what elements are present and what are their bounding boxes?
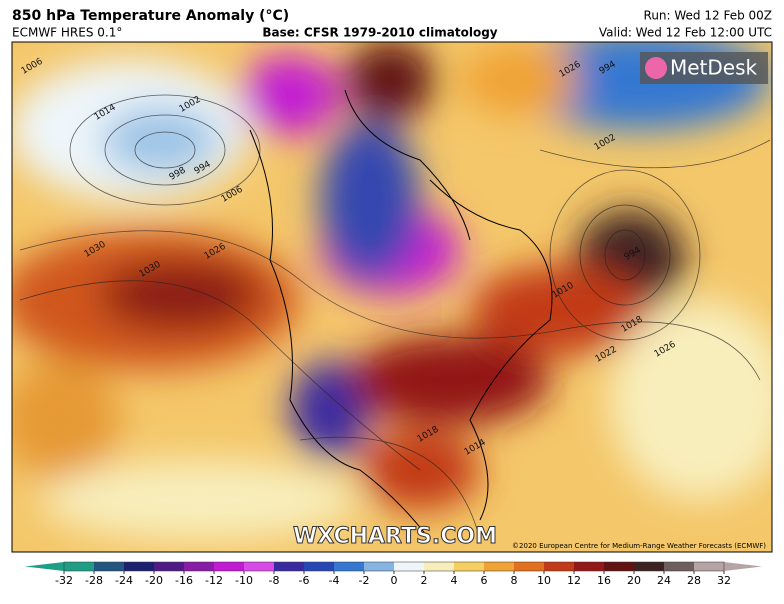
colorbar-segment [304,562,335,571]
colorbar-label: -12 [205,574,223,587]
colorbar-segment [664,562,695,571]
logo: MetDesk [670,56,758,80]
colorbar-label: 0 [391,574,398,587]
colorbar-segment [94,562,125,571]
valid: Valid: Wed 12 Feb 12:00 UTC [599,26,772,40]
model: ECMWF HRES 0.1° [12,26,122,40]
colorbar-label: -28 [85,574,103,587]
colorbar-label: -4 [329,574,340,587]
colorbar-segment [574,562,605,571]
colorbar-label: 2 [421,574,428,587]
colorbar-segment [334,562,365,571]
copyright: ©2020 European Centre for Medium-Range W… [512,542,766,550]
colorbar-label: -2 [359,574,370,587]
logo-icon [645,57,667,79]
colorbar-label: 24 [657,574,671,587]
colorbar-label: -32 [55,574,73,587]
colorbar-label: -20 [145,574,163,587]
colorbar-segment [214,562,245,571]
colorbar-segment [694,562,725,571]
colorbar-label: 12 [567,574,581,587]
colorbar-label: -6 [299,574,310,587]
colorbar-segment [364,562,395,571]
colorbar-end [25,562,64,571]
colorbar-segment [274,562,305,571]
map [12,42,772,552]
colorbar-label: -10 [235,574,253,587]
colorbar-segment [544,562,575,571]
base: Base: CFSR 1979-2010 climatology [262,26,497,40]
colorbar-label: 10 [537,574,551,587]
colorbar-label: 28 [687,574,701,587]
colorbar-label: 32 [717,574,731,587]
colorbar-label: 4 [451,574,458,587]
colorbar-segment [424,562,455,571]
colorbar-segment [454,562,485,571]
colorbar-segment [124,562,155,571]
colorbar-segment [244,562,275,571]
colorbar-label: 8 [511,574,518,587]
colorbar-end [724,562,762,571]
colorbar-segment [184,562,215,571]
colorbar-label: -8 [269,574,280,587]
colorbar-segment [604,562,635,571]
colorbar-label: 16 [597,574,611,587]
watermark: WXCHARTS.COM [293,524,497,549]
run: Run: Wed 12 Feb 00Z [644,9,772,23]
map-frame [11,41,773,553]
title: 850 hPa Temperature Anomaly (°C) [12,8,289,24]
colorbar-label: -16 [175,574,193,587]
colorbar-segment [484,562,515,571]
colorbar-segment [64,562,95,571]
colorbar-segment [154,562,185,571]
colorbar-segment [394,562,425,571]
colorbar-label: 20 [627,574,641,587]
colorbar-segment [634,562,665,571]
colorbar: -32 -28 -24 -20 -16 -12 -10 -8 -6 -4 -2 0 2 4 6 8 10 12 16… [25,561,762,587]
colorbar-label: -24 [115,574,133,587]
colorbar-segment [514,562,545,571]
colorbar-label: 6 [481,574,488,587]
